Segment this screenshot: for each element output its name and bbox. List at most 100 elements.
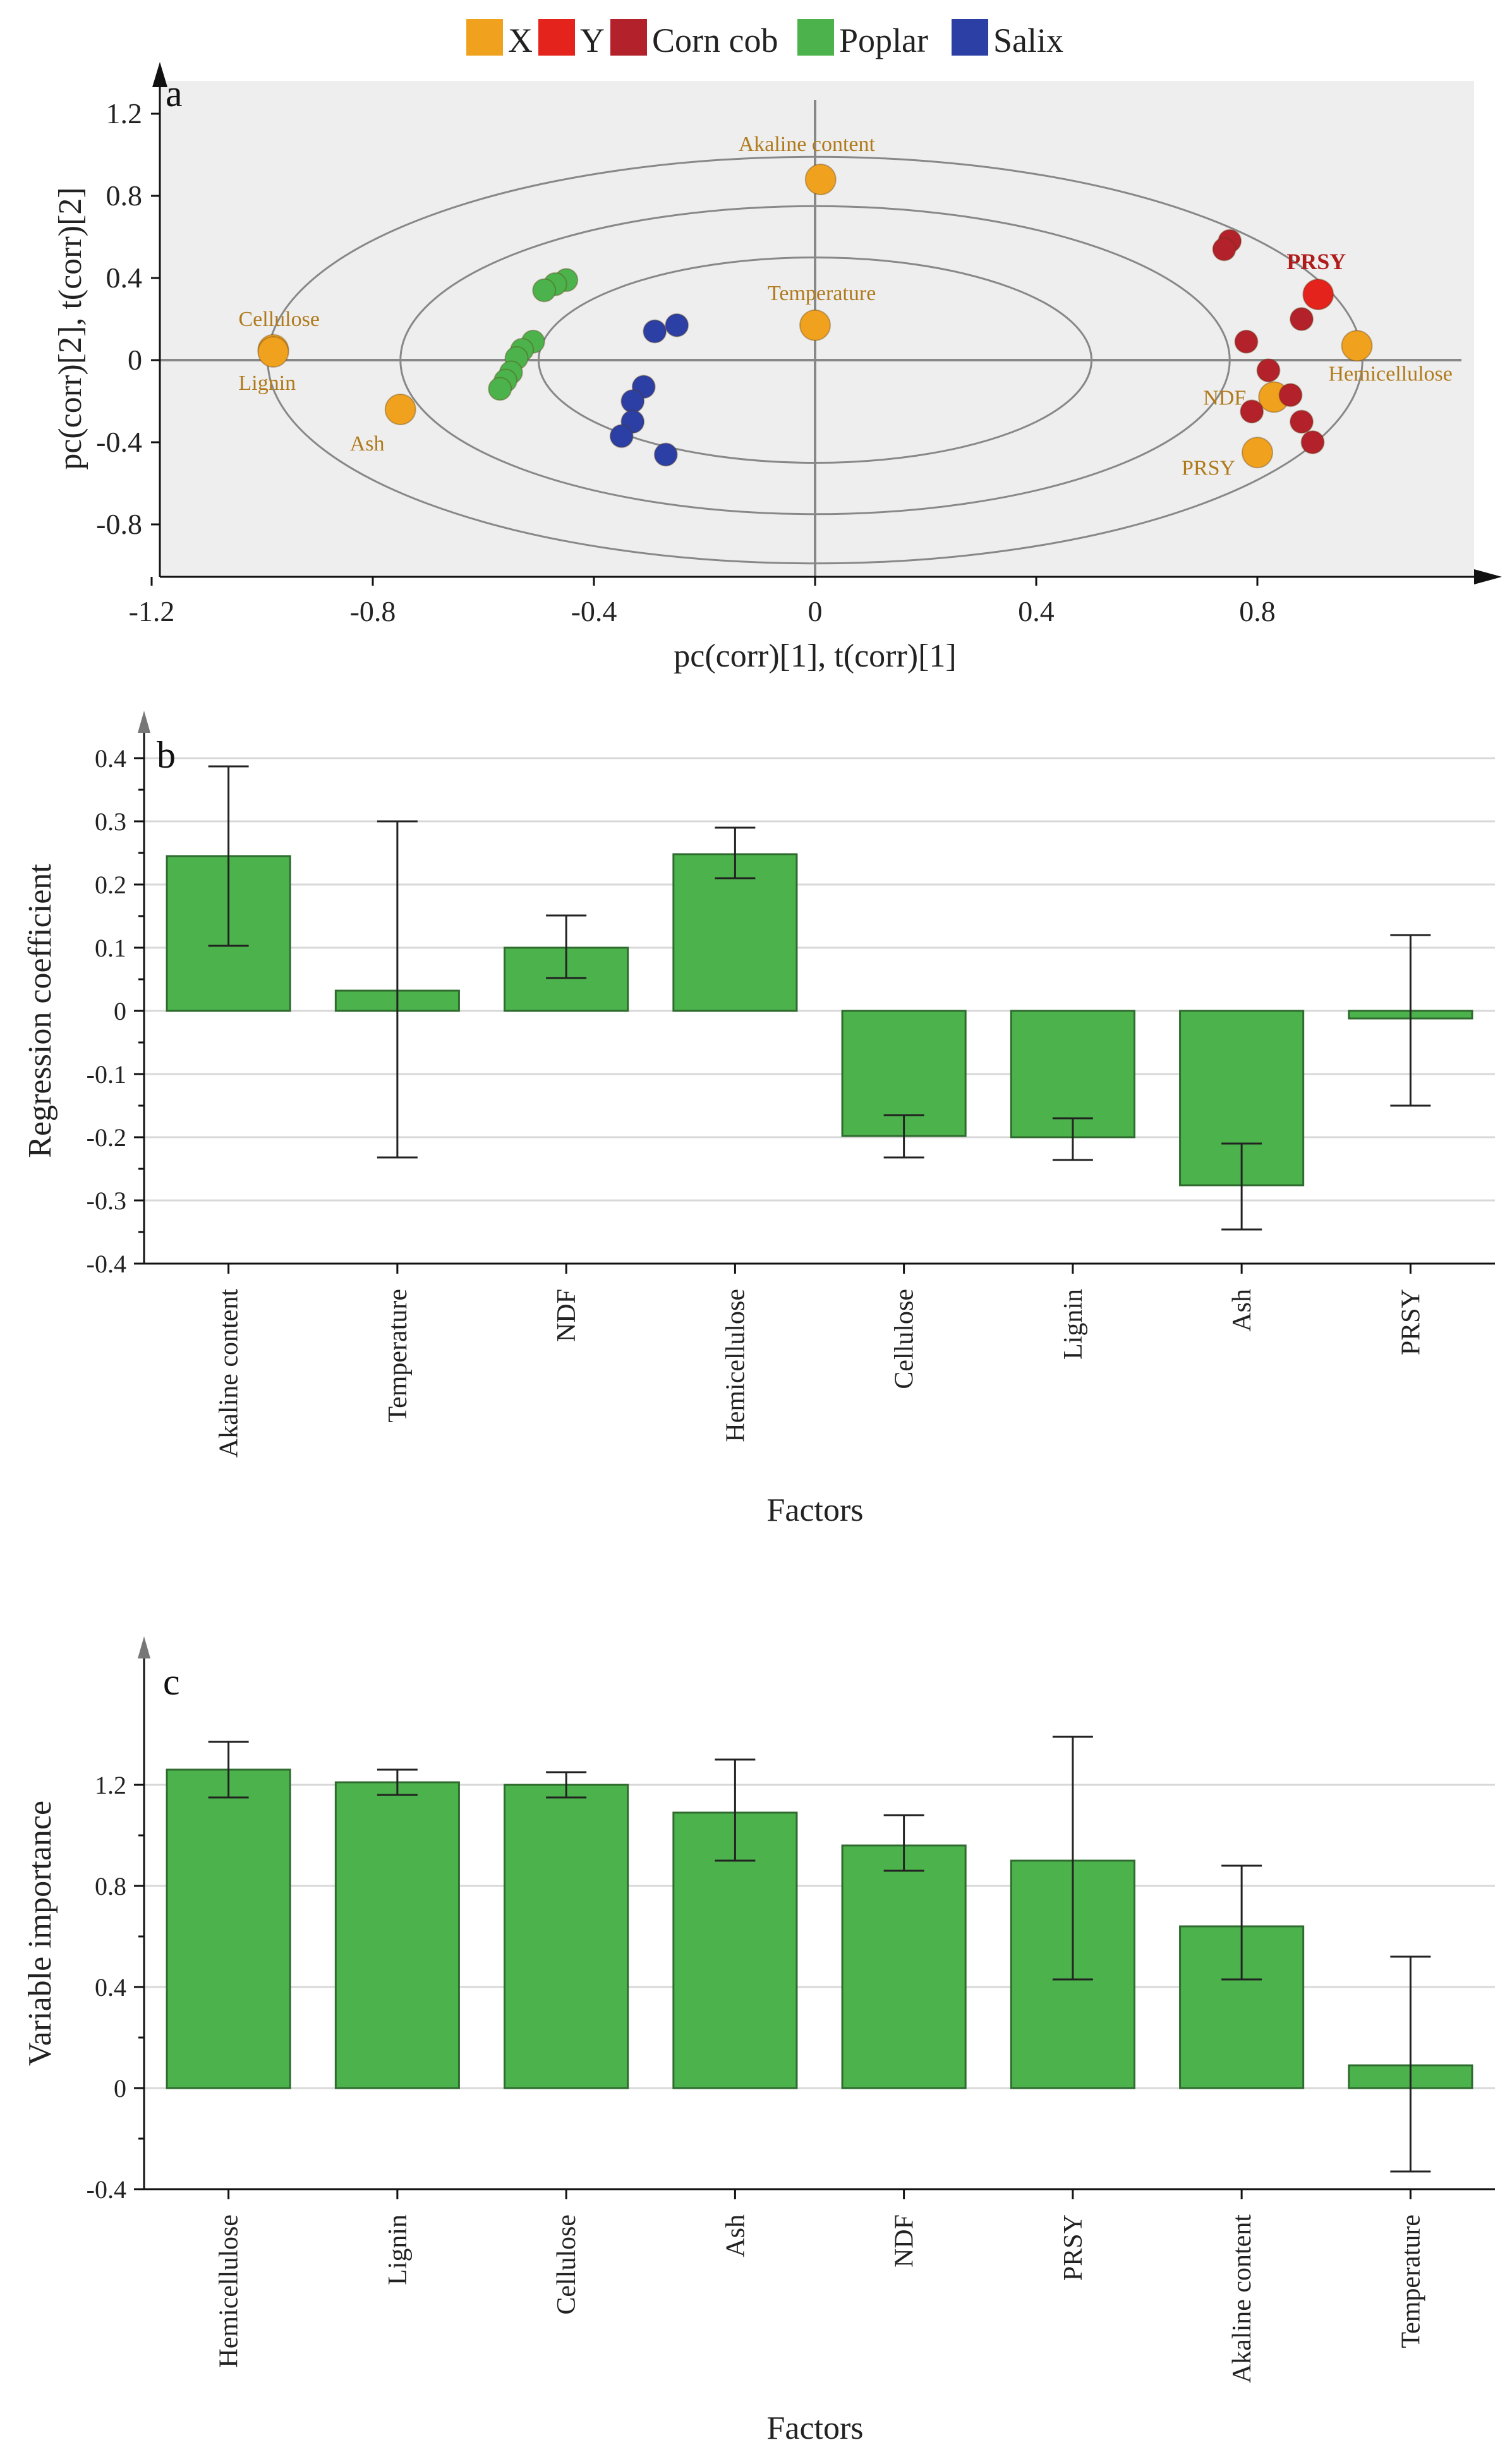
point-poplar xyxy=(532,278,557,303)
y-tick-label-c: 0.4 xyxy=(95,1973,126,2002)
point-y-prsy xyxy=(1302,279,1334,310)
y-tick-label-b: 0.3 xyxy=(95,807,126,836)
x-tick-label-c-akaline-content: Akaline content xyxy=(1228,2214,1257,2383)
legend-swatch-poplar xyxy=(797,19,834,56)
x-tick-label-b-cellulose: Cellulose xyxy=(890,1289,919,1389)
point-x-ash xyxy=(384,394,416,425)
point-salix xyxy=(643,319,667,344)
x-tick-label-b-prsy: PRSY xyxy=(1396,1289,1425,1355)
legend-label-y: Y xyxy=(580,21,605,59)
x-tick-label-b-lignin: Lignin xyxy=(1059,1289,1088,1360)
x-tick-label-a: 0.8 xyxy=(1239,595,1276,627)
y-tick-label-b: -0.4 xyxy=(87,1250,126,1278)
x-tick-label-a: 0.4 xyxy=(1018,595,1055,627)
panel-a-scatter: -1.2 -0.8 -0.4 0 0.4 0.8 1.2 0.8 0.4 0 -0.4 -0.8 Ak… xyxy=(52,62,1502,674)
legend-swatch-salix xyxy=(952,19,988,56)
point-corn-cob xyxy=(1300,430,1325,454)
point-salix xyxy=(620,389,645,413)
hotelling-ellipse-2 xyxy=(399,205,1231,516)
legend-swatch-corn-cob xyxy=(610,19,647,56)
annotation-x-temperature: Temperature xyxy=(768,282,876,305)
y-tick-label-a: -0.4 xyxy=(96,426,142,458)
annotation-x-cellulose: Cellulose xyxy=(239,308,320,331)
legend-swatch-y xyxy=(538,19,575,56)
y-axis-arrow-c xyxy=(138,1636,150,1658)
x-tick-label-b-hemicellulose: Hemicellulose xyxy=(721,1289,750,1442)
panel-label-a: a xyxy=(166,73,183,114)
point-salix xyxy=(665,313,689,337)
y-tick-label-b: 0.4 xyxy=(95,744,126,773)
annotation-x-hemicellulose: Hemicellulose xyxy=(1329,362,1453,385)
x-tick-label-c-hemicellulose: Hemicellulose xyxy=(215,2214,244,2368)
y-axis-arrow-a xyxy=(152,62,167,87)
panel-c-bar: Hemicellulose Lignin Cellulose Ash NDF PRSY Ak… xyxy=(22,1636,1495,2440)
x-tick-label-a: -1.2 xyxy=(129,595,175,627)
point-corn-cob xyxy=(1278,383,1303,408)
point-x-temperature xyxy=(799,309,831,341)
y-axis-title-a: pc(corr)[2], t(corr)[2] xyxy=(52,187,88,469)
x-axis-title-a: pc(corr)[1], t(corr)[1] xyxy=(674,638,956,674)
y-tick-label-c: -0.4 xyxy=(87,2175,126,2204)
y-tick-label-c: 0 xyxy=(114,2074,126,2103)
legend-label-salix: Salix xyxy=(993,21,1063,59)
point-corn-cob xyxy=(1290,409,1314,434)
y-tick-label-c: 0.8 xyxy=(95,1872,126,1900)
annotation-x-ash: Ash xyxy=(350,432,385,456)
point-corn-cob xyxy=(1212,237,1237,262)
point-x-akaline-content xyxy=(804,164,837,195)
x-tick-label-a: -0.4 xyxy=(571,595,617,627)
y-axis-arrow-b xyxy=(138,711,150,733)
point-corn-cob xyxy=(1256,358,1281,383)
legend-label-x: X xyxy=(508,21,533,59)
x-tick-label-c-ndf: NDF xyxy=(890,2214,919,2268)
x-tick-label-a: 0 xyxy=(808,595,823,627)
x-tick-label-b-temperature: Temperature xyxy=(384,1289,413,1423)
x-tick-label-c-temperature: Temperature xyxy=(1396,2214,1425,2348)
y-tick-label-a: 0.4 xyxy=(106,262,143,294)
y-tick-label-a: 0 xyxy=(128,344,142,376)
panel-b-bar: Akaline content Temperature NDF Hemicellulo… xyxy=(22,711,1495,1528)
x-tick-label-a: -0.8 xyxy=(350,595,396,627)
bar-b-lignin xyxy=(1010,1010,1135,1138)
point-salix xyxy=(653,442,678,467)
point-poplar xyxy=(488,377,512,401)
x-tick-label-c-prsy: PRSY xyxy=(1059,2214,1088,2281)
x-axis-title-c: Factors xyxy=(766,2410,863,2440)
y-tick-label-b: -0.2 xyxy=(87,1123,126,1152)
point-x-prsy xyxy=(1242,437,1273,469)
legend: X Y Corn cob Poplar Salix xyxy=(466,19,1063,59)
bar-c-cellulose xyxy=(504,1784,629,2089)
x-tick-label-c-ash: Ash xyxy=(721,2214,750,2257)
x-tick-label-b-ndf: NDF xyxy=(552,1289,581,1342)
y-tick-label-a: 0.8 xyxy=(106,179,143,212)
legend-label-corn-cob: Corn cob xyxy=(652,21,778,59)
annotation-y-prsy: PRSY xyxy=(1286,249,1346,274)
panel-label-c: c xyxy=(163,1661,180,1703)
y-axis-title-b: Regression coefficient xyxy=(22,864,58,1158)
annotation-x-lignin: Lignin xyxy=(239,371,296,395)
y-tick-label-c: 1.2 xyxy=(95,1771,126,1799)
point-salix xyxy=(609,424,634,449)
bar-c-ndf xyxy=(841,1844,967,2089)
point-corn-cob xyxy=(1234,329,1259,354)
y-tick-label-b: 0 xyxy=(114,997,126,1025)
y-tick-label-a: 1.2 xyxy=(106,97,143,130)
x-tick-label-b-akaline-content: Akaline content xyxy=(215,1289,244,1458)
annotation-x-akaline-content: Akaline content xyxy=(739,133,876,156)
bar-b-ash xyxy=(1179,1010,1305,1187)
panel-label-b: b xyxy=(157,734,176,776)
y-tick-label-b: -0.3 xyxy=(87,1187,126,1215)
x-axis-arrow-a xyxy=(1474,569,1502,584)
y-tick-label-b: -0.1 xyxy=(87,1060,126,1089)
bar-c-lignin xyxy=(334,1781,460,2089)
x-tick-label-c-cellulose: Cellulose xyxy=(552,2214,581,2315)
x-tick-label-c-lignin: Lignin xyxy=(384,2214,413,2285)
point-x-hemicellulose xyxy=(1341,330,1373,362)
point-corn-cob xyxy=(1290,307,1314,331)
bar-b-hemicellulose xyxy=(672,853,798,1012)
annotation-x-prsy: PRSY xyxy=(1182,456,1235,480)
x-axis-title-b: Factors xyxy=(766,1492,863,1528)
x-tick-label-b-ash: Ash xyxy=(1228,1289,1257,1332)
y-axis-title-c: Variable importance xyxy=(22,1801,58,2066)
